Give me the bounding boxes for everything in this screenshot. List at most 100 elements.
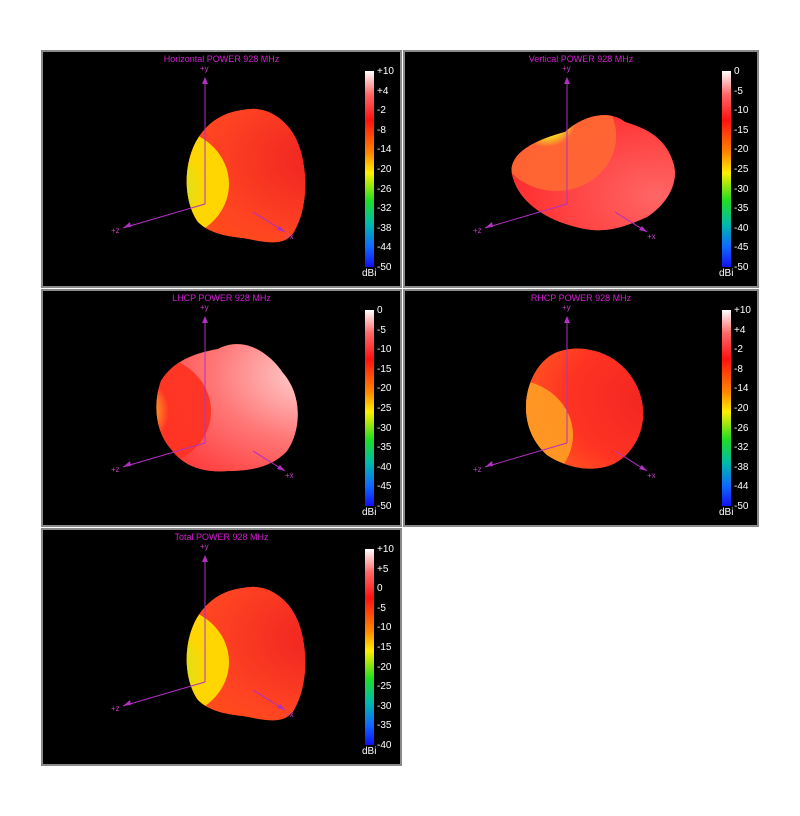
colorbar-tick-label: 0	[734, 66, 740, 77]
axis-label-y: +y	[562, 303, 571, 312]
colorbar-tick-label: -14	[734, 383, 749, 395]
panel-title: Total POWER 928 MHz	[174, 532, 269, 542]
pattern-plot	[484, 77, 675, 233]
colorbar-tick-label: -40	[377, 461, 392, 473]
colorbar-tick-label: -15	[377, 363, 392, 375]
colorbar	[722, 71, 731, 267]
pattern-surface	[156, 344, 298, 472]
colorbar-tick-label: -26	[734, 422, 749, 434]
pattern-surface	[186, 108, 306, 243]
colorbar-tick-label: 0	[377, 583, 383, 595]
colorbar-tick-label: +10	[734, 305, 751, 316]
colorbar-tick-label: -44	[734, 481, 749, 493]
colorbar-unit: dBi	[362, 268, 377, 279]
axis-label-z: +z	[111, 465, 120, 474]
pattern-surface	[511, 115, 675, 231]
axis-label-x: +x	[647, 471, 656, 480]
colorbar-unit: dBi	[362, 746, 377, 757]
y-axis-arrow	[564, 316, 570, 323]
colorbar-tick-label: -50	[377, 262, 392, 273]
axis-label-z: +z	[111, 226, 120, 235]
x-axis-arrow	[639, 465, 647, 471]
y-axis-arrow	[564, 77, 570, 84]
z-axis-line	[122, 203, 206, 229]
colorbar-tick-label: -20	[377, 164, 392, 175]
z-axis-line	[122, 442, 206, 468]
colorbar-tick-label: -10	[377, 622, 392, 634]
colorbar-tick-label: +4	[734, 324, 746, 336]
colorbar-tick-label: -35	[377, 442, 392, 454]
pattern-panel: Horizontal POWER 928 MHz +y +z +x +10 +4 -2 -8 -…	[41, 50, 402, 288]
colorbar	[722, 310, 731, 506]
colorbar-tick-label: +5	[377, 563, 389, 575]
axis-label-x: +x	[285, 232, 294, 241]
axis-label-z: +z	[473, 465, 482, 474]
colorbar-tick-label: -5	[377, 602, 386, 614]
colorbar	[365, 549, 374, 745]
colorbar-tick-label: -44	[377, 242, 392, 254]
colorbar-tick-label: 0	[377, 305, 383, 316]
colorbar-tick-label: -20	[377, 661, 392, 673]
pattern-surface	[186, 586, 306, 721]
z-axis-arrow	[485, 461, 493, 467]
pattern-plot	[122, 77, 306, 243]
coordinate-axes	[122, 555, 286, 711]
colorbar-tick-label: -45	[734, 242, 749, 254]
axis-label-z: +z	[473, 226, 482, 235]
colorbar-tick-label: -40	[734, 222, 749, 234]
colorbar-unit: dBi	[719, 507, 734, 518]
z-axis-line	[122, 681, 206, 707]
colorbar-tick-label: -20	[377, 383, 392, 395]
colorbar-tick-label: -38	[377, 222, 392, 234]
panel-title: RHCP POWER 928 MHz	[530, 293, 632, 303]
colorbar-tick-label: -35	[734, 203, 749, 215]
z-axis-line	[484, 442, 568, 468]
axis-label-z: +z	[111, 704, 120, 713]
pattern-plot	[122, 316, 298, 472]
colorbar-tick-label: -20	[734, 144, 749, 156]
colorbar-tick-label: -15	[377, 642, 392, 653]
axis-label-x: +x	[285, 471, 294, 480]
colorbar-tick-label: -50	[377, 501, 392, 512]
coordinate-axes	[484, 77, 648, 233]
pattern-plot	[122, 555, 306, 721]
colorbar-tick-label: -25	[734, 164, 749, 175]
y-axis-arrow	[202, 316, 208, 323]
coordinate-axes	[122, 316, 286, 472]
z-axis-line	[484, 203, 568, 229]
axis-label-x: +x	[647, 232, 656, 241]
z-axis-arrow	[485, 222, 493, 228]
colorbar-tick-label: -5	[377, 324, 386, 336]
z-axis-arrow	[123, 700, 131, 706]
coordinate-axes	[484, 316, 648, 472]
z-axis-arrow	[123, 222, 131, 228]
axis-label-y: +y	[200, 542, 209, 551]
pattern-panel: Total POWER 928 MHz +y +z +x +10 +5 0 -5 -10 -15 -…	[41, 528, 402, 766]
colorbar	[365, 71, 374, 267]
colorbar-tick-label: -32	[377, 203, 392, 215]
panel-title: Vertical POWER 928 MHz	[528, 54, 634, 64]
z-axis-arrow	[123, 461, 131, 467]
axis-label-y: +y	[200, 303, 209, 312]
coordinate-axes	[122, 77, 286, 233]
x-axis-arrow	[277, 465, 285, 471]
panel-title: Horizontal POWER 928 MHz	[163, 54, 280, 64]
colorbar-tick-label: -30	[377, 422, 392, 434]
colorbar-tick-label: -45	[377, 481, 392, 493]
colorbar-tick-label: -10	[734, 105, 749, 117]
colorbar-tick-label: -10	[377, 344, 392, 356]
colorbar-tick-label: -50	[734, 262, 749, 273]
colorbar-tick-label: -30	[734, 183, 749, 195]
colorbar-tick-label: -30	[377, 700, 392, 712]
colorbar	[365, 310, 374, 506]
colorbar-tick-label: -14	[377, 144, 392, 156]
x-axis-arrow	[277, 226, 285, 232]
y-axis-arrow	[202, 77, 208, 84]
colorbar-tick-label: -8	[377, 124, 386, 136]
axis-label-y: +y	[200, 64, 209, 73]
colorbar-tick-label: +4	[377, 85, 389, 97]
colorbar-tick-label: -2	[377, 105, 386, 117]
colorbar-tick-label: +10	[377, 544, 394, 555]
pattern-panel: Vertical POWER 928 MHz +y +z +x 0 -5 -10 -15 -20…	[403, 50, 759, 288]
pattern-panel: RHCP POWER 928 MHz +y +z +x +10 +4 -2 -8 -14 -20 -…	[403, 289, 759, 527]
